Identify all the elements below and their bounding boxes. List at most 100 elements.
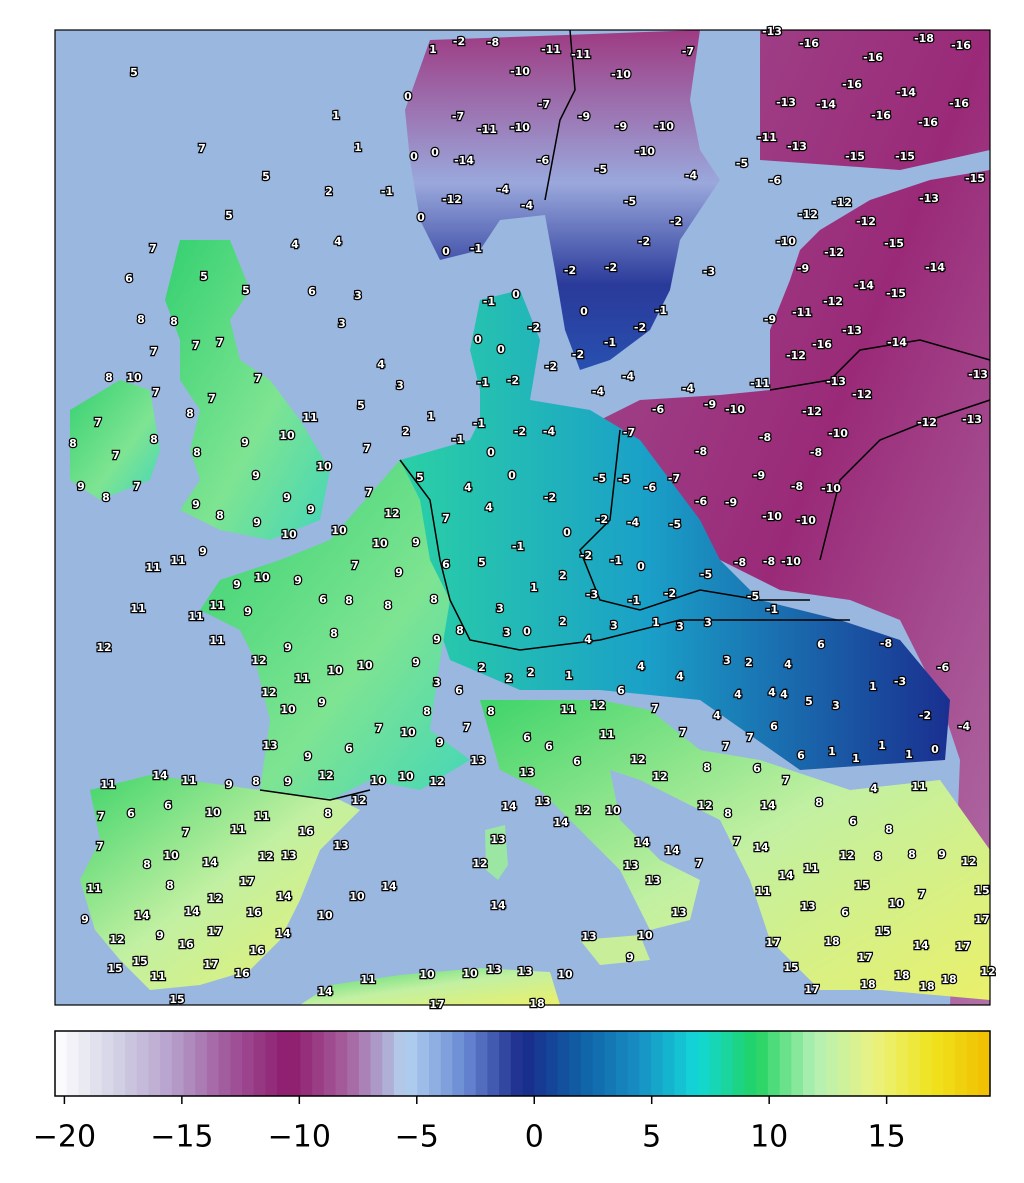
station-value: -12 [823, 295, 843, 308]
station-value: 10 [462, 967, 478, 980]
station-value: 7 [198, 142, 206, 155]
station-value: -6 [695, 495, 708, 508]
station-value: 9 [626, 951, 634, 964]
colorbar: −20 −15 −10 −5 0 5 10 15 [33, 1030, 991, 1155]
colorbar-swatch [616, 1031, 629, 1096]
station-value: -4 [682, 382, 695, 395]
station-value: -2 [544, 491, 556, 504]
station-value: 5 [225, 209, 233, 222]
colorbar-swatch [954, 1031, 968, 1096]
land-britain [165, 240, 330, 540]
colorbar-swatch [569, 1031, 582, 1096]
station-value: -9 [578, 110, 590, 123]
station-value: 17 [207, 925, 222, 938]
colorbar-swatch [230, 1031, 243, 1096]
station-value: 14 [317, 985, 333, 998]
station-value: 14 [778, 869, 794, 882]
station-value: -8 [763, 555, 775, 568]
colorbar-tick-label: 5 [642, 1120, 661, 1155]
station-value: 13 [519, 766, 534, 779]
station-value: -14 [925, 261, 945, 274]
station-value: 12 [96, 641, 111, 654]
colorbar-swatch [896, 1031, 909, 1096]
colorbar-swatch [475, 1031, 488, 1096]
station-value: 14 [490, 899, 506, 912]
station-value: 6 [345, 742, 353, 755]
colorbar-swatch [429, 1031, 442, 1096]
station-value: 13 [671, 906, 686, 919]
station-value: -7 [452, 110, 464, 123]
station-value: 10 [126, 371, 142, 384]
station-value: -2 [596, 513, 608, 526]
colorbar-swatch [90, 1031, 103, 1096]
station-value: -5 [747, 590, 759, 603]
station-value: 12 [472, 857, 487, 870]
station-value: -4 [958, 720, 971, 733]
colorbar-swatch [78, 1031, 91, 1096]
station-value: -16 [918, 116, 938, 129]
station-value: 14 [553, 816, 569, 829]
station-value: 8 [105, 371, 113, 384]
station-value: 3 [503, 626, 511, 639]
station-value: 11 [230, 823, 245, 836]
station-value: 9 [156, 929, 164, 942]
station-value: 3 [610, 619, 618, 632]
station-value: -10 [611, 68, 631, 81]
station-value: 18 [919, 980, 934, 993]
station-value: 9 [252, 469, 260, 482]
station-value: 6 [770, 720, 778, 733]
station-value: 11 [254, 810, 269, 823]
station-value: 6 [164, 799, 172, 812]
station-value: 9 [284, 775, 292, 788]
station-value: 14 [913, 939, 929, 952]
station-value: -16 [799, 37, 819, 50]
station-value: 13 [262, 739, 277, 752]
land-central [400, 290, 950, 770]
station-value: -3 [703, 265, 715, 278]
colorbar-swatch [604, 1031, 617, 1096]
colorbar-swatch [242, 1031, 255, 1096]
station-value: 14 [664, 844, 680, 857]
station-value: 13 [623, 859, 638, 872]
station-value: 5 [130, 66, 138, 79]
station-value: 14 [501, 800, 517, 813]
station-value: -6 [537, 154, 550, 167]
station-value: 11 [803, 862, 818, 875]
station-value: 12 [980, 965, 995, 978]
station-value: 4 [734, 688, 742, 701]
station-value: 8 [143, 858, 151, 871]
colorbar-swatch [627, 1031, 640, 1096]
colorbar-swatch [125, 1031, 138, 1096]
station-value: 0 [508, 469, 516, 482]
station-value: -2 [514, 425, 526, 438]
station-value: 7 [695, 857, 703, 870]
station-labels: 1-2 -8-11 -11-10 -10-7-13-16 -18-16-16-16-13… [68, 24, 997, 1013]
station-value: -1 [470, 242, 482, 255]
station-value: 9 [192, 498, 200, 511]
station-value: 9 [294, 574, 302, 587]
station-value: 4 [870, 782, 878, 795]
station-value: 5 [262, 170, 270, 183]
colorbar-swatch [534, 1031, 547, 1096]
station-value: 9 [395, 566, 403, 579]
station-value: -9 [704, 398, 716, 411]
station-value: 2 [478, 661, 486, 674]
station-value: 8 [874, 850, 882, 863]
station-value: 9 [77, 480, 85, 493]
station-value: -12 [786, 349, 806, 362]
station-value: -5 [669, 518, 681, 531]
station-value: 16 [249, 944, 265, 957]
colorbar-swatch [791, 1031, 804, 1096]
colorbar-swatch [288, 1031, 301, 1096]
station-value: 15 [107, 962, 122, 975]
colorbar-swatch [803, 1031, 816, 1096]
station-value: -10 [510, 65, 530, 78]
station-value: 16 [298, 825, 314, 838]
station-value: 7 [94, 416, 102, 429]
station-value: -16 [842, 78, 862, 91]
station-value: 12 [384, 507, 399, 520]
station-value: -16 [812, 338, 832, 351]
station-value: -4 [622, 370, 635, 383]
station-value: -16 [951, 39, 971, 52]
station-value: 0 [431, 146, 439, 159]
